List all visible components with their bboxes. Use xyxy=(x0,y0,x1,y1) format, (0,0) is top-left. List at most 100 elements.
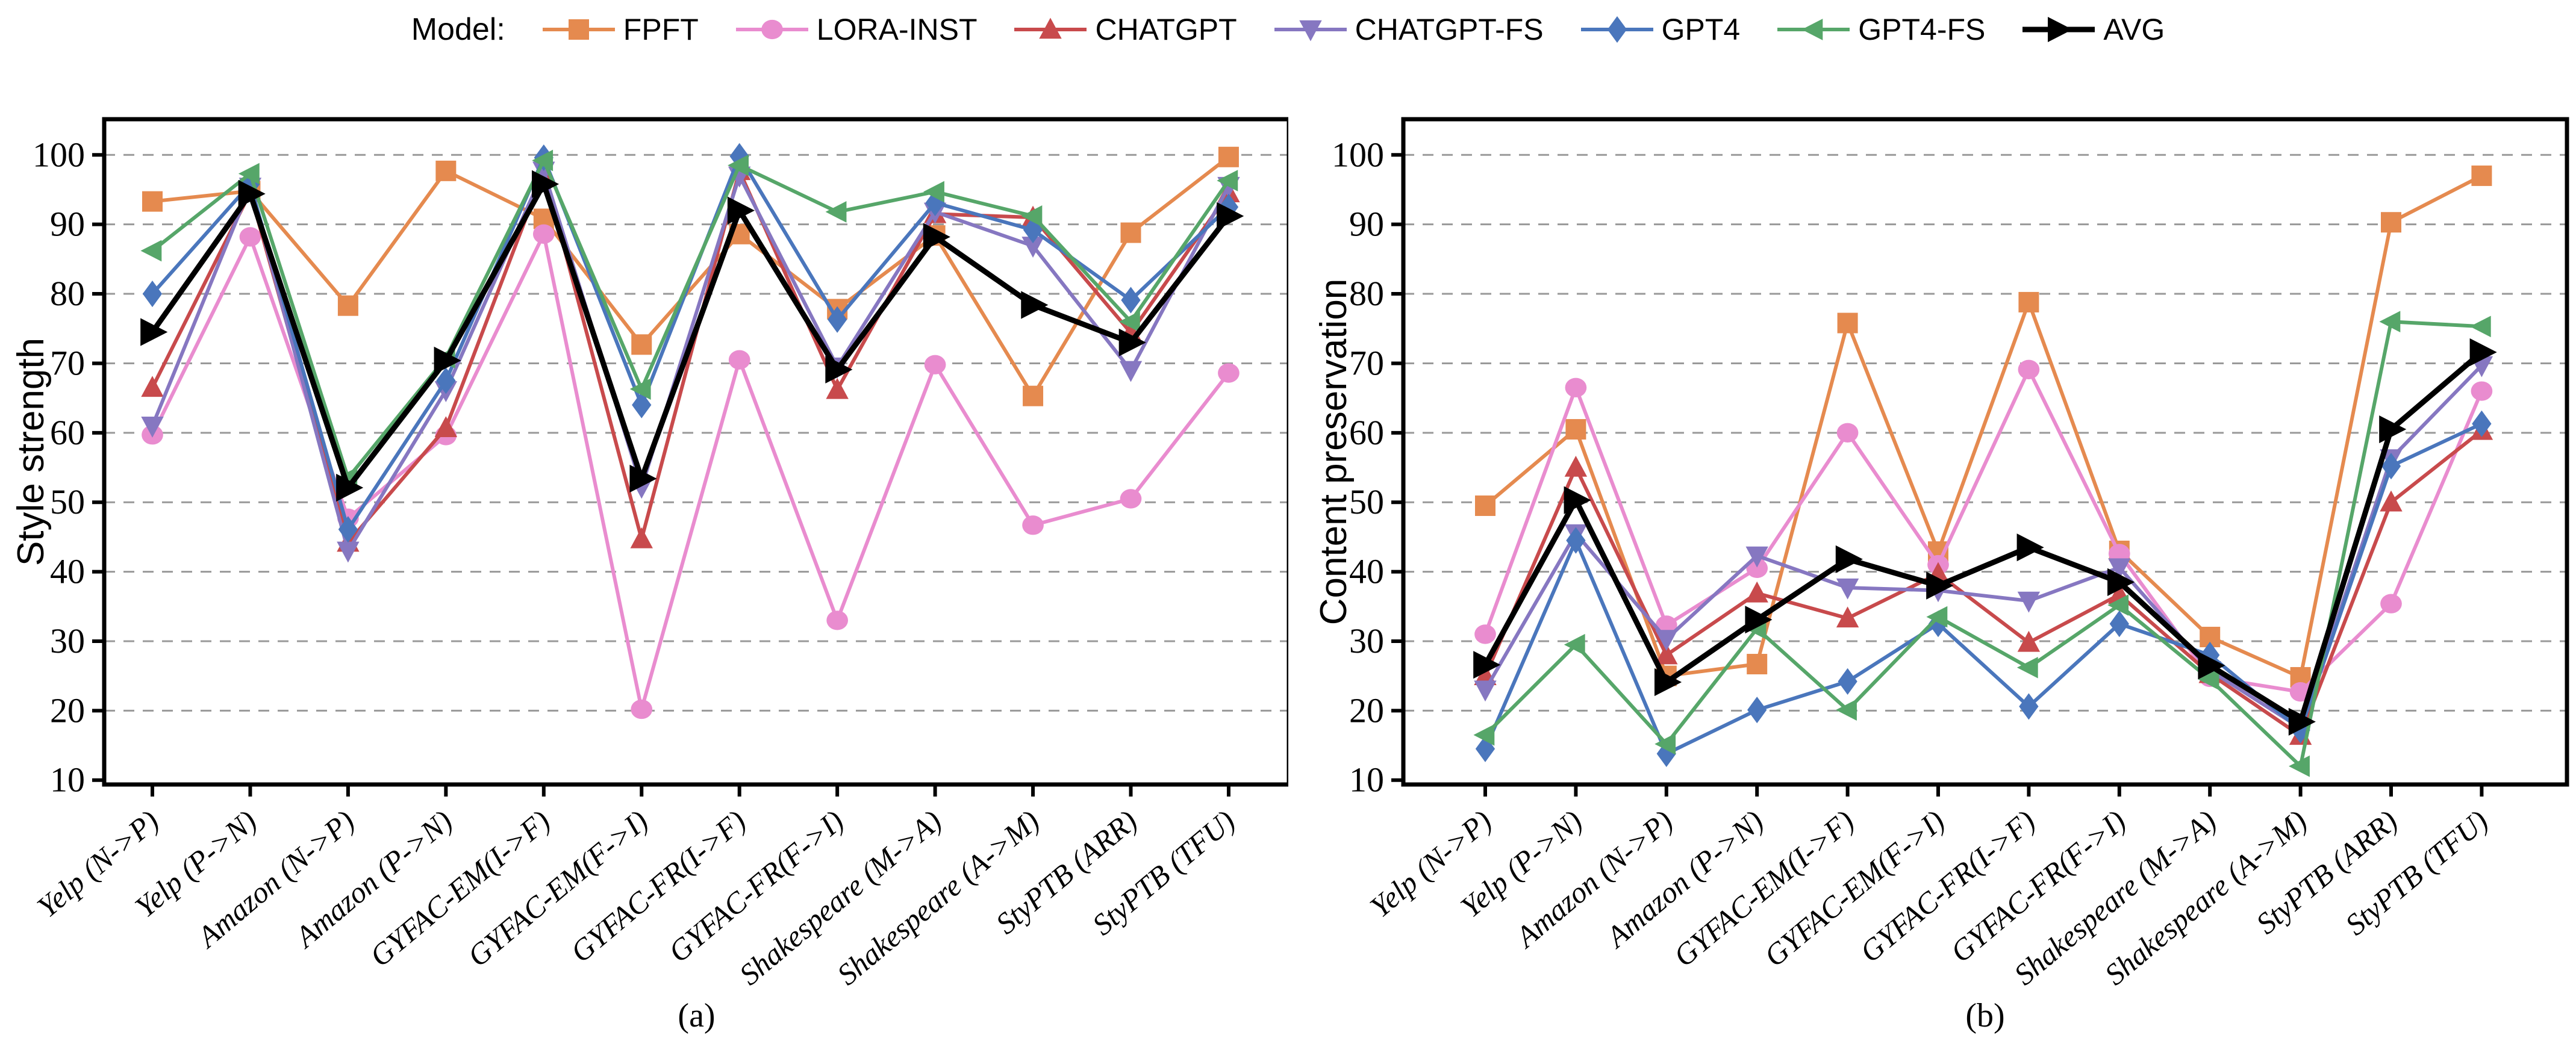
data-point xyxy=(435,160,457,181)
data-point xyxy=(1926,606,1948,628)
data-point xyxy=(1836,423,1859,443)
data-point xyxy=(1218,363,1240,383)
data-point xyxy=(434,346,461,374)
legend-item-CHATGPT: CHATGPT xyxy=(1012,12,1237,47)
data-point xyxy=(1835,545,1863,573)
data-point xyxy=(2469,315,2491,338)
legend: Model: FPFT LORA-INST CHATGPT CHATGPT-FS GPT… xyxy=(0,4,2576,55)
data-point xyxy=(1023,385,1044,406)
data-point xyxy=(2016,533,2044,562)
data-point xyxy=(1838,668,1857,695)
x-tick-label: GYFAC-EM(F->I) xyxy=(461,804,655,974)
y-axis-title: Content preservation xyxy=(1313,279,1355,626)
data-point xyxy=(1655,643,1678,665)
y-tick-label: 80 xyxy=(1349,274,1384,313)
data-point xyxy=(2472,410,2492,437)
data-point xyxy=(1121,287,1141,314)
chatgpt-fs-marker-icon xyxy=(1274,20,1347,42)
data-point xyxy=(825,201,847,223)
series-GPT4-FS xyxy=(1473,311,2491,777)
legend-item-label: LORA-INST xyxy=(816,13,978,46)
data-point xyxy=(629,464,657,493)
y-tick-label: 100 xyxy=(1332,135,1384,174)
data-point xyxy=(2017,630,2041,652)
data-point xyxy=(1654,668,1682,697)
y-tick-label: 50 xyxy=(50,482,85,521)
legend-item-LORA-INST: LORA-INST xyxy=(734,12,978,47)
data-point xyxy=(1926,571,1954,600)
y-axis: 10 20 30 40 50 60 70 80 90 100 xyxy=(1332,135,1403,800)
data-point xyxy=(141,376,164,397)
y-tick-label: 40 xyxy=(50,552,85,591)
gpt4-fs-marker-icon xyxy=(1777,19,1850,40)
data-point xyxy=(532,224,555,244)
data-point xyxy=(826,610,848,630)
data-point xyxy=(1564,633,1585,656)
series-FPFT xyxy=(1475,165,2492,688)
data-point xyxy=(728,350,750,370)
data-point xyxy=(2381,212,2401,233)
axes xyxy=(102,117,1291,787)
series-CHATGPT-FS xyxy=(1474,356,2493,740)
x-axis: Yelp (N->P)Yelp (P->N)Amazon (N->P)Amazo… xyxy=(31,784,1241,992)
data-point xyxy=(337,295,358,316)
data-point xyxy=(2018,359,2040,379)
data-point xyxy=(825,355,853,384)
data-point xyxy=(1565,377,1587,397)
y-tick-label: 30 xyxy=(1349,621,1384,660)
data-point xyxy=(140,240,162,262)
data-point xyxy=(923,223,950,251)
legend-item-label: CHATGPT-FS xyxy=(1355,13,1544,46)
data-point xyxy=(2471,381,2493,401)
panel-b: 10 20 30 40 50 60 70 80 90 100 Content preservatio… xyxy=(1288,54,2576,1047)
data-point xyxy=(1473,651,1501,679)
data-point xyxy=(1746,558,1768,578)
data-point xyxy=(728,154,749,176)
data-point xyxy=(1655,630,1678,651)
data-point xyxy=(631,699,653,719)
data-point xyxy=(142,280,163,308)
data-point xyxy=(923,181,944,203)
data-point xyxy=(925,189,945,217)
gpt4-marker-icon xyxy=(1580,16,1653,43)
data-point xyxy=(2379,415,2407,444)
data-point xyxy=(2109,610,2129,638)
gridlines xyxy=(104,154,1289,712)
data-point xyxy=(238,163,260,185)
data-point xyxy=(1745,606,1773,634)
data-point xyxy=(2291,716,2310,744)
data-point xyxy=(632,391,652,418)
data-point xyxy=(1654,733,1676,755)
avg-marker-icon xyxy=(2022,17,2095,42)
data-point xyxy=(631,334,652,355)
data-point xyxy=(2107,594,2129,616)
data-point xyxy=(142,191,163,212)
data-point xyxy=(1218,146,1239,167)
data-point xyxy=(2016,656,2038,679)
data-point xyxy=(1837,312,1858,334)
data-point xyxy=(2288,707,2316,736)
data-point xyxy=(727,196,755,225)
legend-item-CHATGPT-FS: CHATGPT-FS xyxy=(1272,12,1544,47)
data-point xyxy=(2380,594,2402,614)
data-point xyxy=(1474,624,1496,644)
x-tick-label: GYFAC-FR(I->F) xyxy=(564,804,752,969)
data-point xyxy=(1747,654,1768,675)
data-point xyxy=(1565,419,1586,440)
x-tick-label: GYFAC-FR(F->I) xyxy=(662,804,850,969)
data-point xyxy=(1745,581,1768,603)
y-tick-label: 40 xyxy=(1349,552,1384,591)
data-point xyxy=(1218,193,1239,220)
lora-inst-marker-icon xyxy=(735,19,808,40)
data-point xyxy=(1564,486,1591,514)
data-point xyxy=(1021,291,1049,319)
y-tick-label: 70 xyxy=(1349,343,1384,382)
y-tick-label: 60 xyxy=(50,413,85,452)
legend-item-AVG: AVG xyxy=(2020,12,2165,47)
data-point xyxy=(2471,165,2492,186)
panel-a: 10 20 30 40 50 60 70 80 90 100 Style strength Yelp … xyxy=(0,54,1291,1047)
data-point xyxy=(436,367,456,394)
y-tick-label: 90 xyxy=(50,205,85,244)
legend-item-FPFT: FPFT xyxy=(540,12,699,47)
